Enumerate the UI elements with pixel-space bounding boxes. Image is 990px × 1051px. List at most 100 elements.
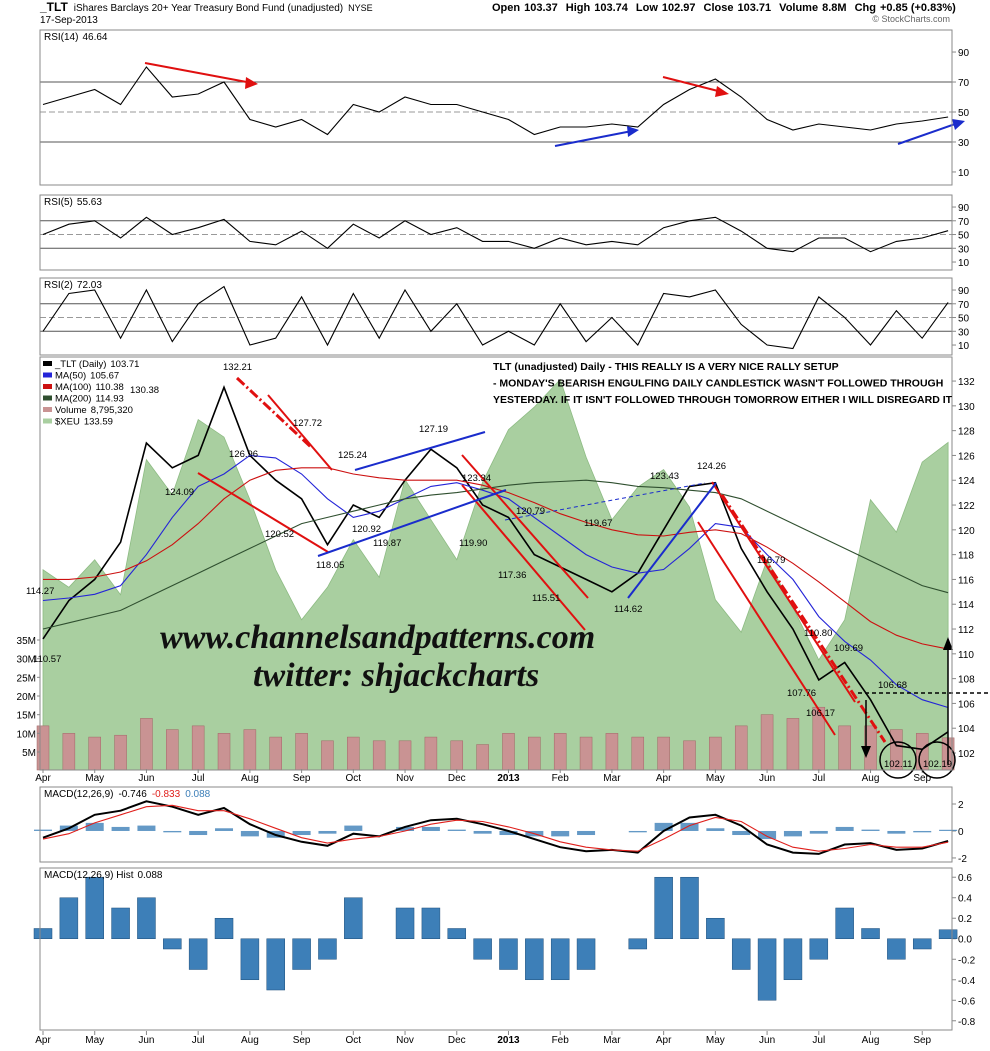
panel-frame <box>39 786 953 863</box>
date: 17-Sep-2013 <box>40 15 98 26</box>
legend-value: -0.833 <box>152 789 181 800</box>
y-tick-label: 106 <box>958 699 975 710</box>
x-tick-label: May <box>85 773 104 784</box>
histogram-bar <box>34 829 52 831</box>
y-tick-label: 90 <box>958 48 970 59</box>
price-label: 124.26 <box>697 461 726 472</box>
histogram-bar <box>912 938 932 950</box>
y-tick-label: -0.2 <box>958 955 976 966</box>
volume-bar <box>734 725 748 771</box>
volume-bar <box>502 733 515 771</box>
x-tick-label: Jun <box>759 773 775 784</box>
price-label: 109.69 <box>834 643 863 654</box>
volume-bar <box>191 725 205 771</box>
price-label: 102.11 <box>884 759 912 770</box>
price-label: 116.79 <box>757 555 785 566</box>
histogram-bar <box>33 928 53 939</box>
histogram-bar <box>473 830 492 834</box>
volume-tick-label: 20M <box>17 692 36 703</box>
volume-bar <box>424 736 438 771</box>
x-tick-label: May <box>706 773 725 784</box>
y-tick-label: 90 <box>958 203 970 214</box>
y-tick-label: 2 <box>958 800 964 811</box>
histogram-bar <box>214 917 234 939</box>
y-tick-label: 120 <box>958 526 975 537</box>
indicator-line <box>42 285 949 350</box>
y-tick-label: -0.8 <box>958 1017 976 1028</box>
volume-bar <box>217 733 231 771</box>
histogram-bar <box>396 826 415 831</box>
histogram-bar <box>576 938 596 970</box>
x-tick-label: May <box>706 1035 725 1046</box>
y-tick-label: 102 <box>958 749 975 760</box>
histogram-bar <box>188 938 208 970</box>
histogram-bar <box>344 897 363 939</box>
price-label: 127.72 <box>293 418 322 429</box>
fund-name: iShares Barclays 20+ Year Treasury Bond … <box>74 3 343 14</box>
volume-bar <box>450 740 464 771</box>
price-label: 120.92 <box>352 524 381 535</box>
volume-tick-label: 15M <box>17 711 36 722</box>
x-tick-label: Jun <box>138 1035 154 1046</box>
x-tick-label: Oct <box>346 1035 362 1046</box>
channel-line <box>317 489 507 557</box>
legend-value: 114.93 <box>95 394 123 405</box>
y-tick-label: 118 <box>958 551 974 562</box>
volume-bar <box>140 718 153 771</box>
legend-value: 55.63 <box>77 197 102 208</box>
price-label: 114.62 <box>614 604 642 615</box>
histogram-bar <box>59 897 79 939</box>
y-tick-label: 116 <box>958 575 974 586</box>
histogram-bar <box>731 938 751 970</box>
y-tick-label: 10 <box>958 341 970 352</box>
y-tick-label: 104 <box>958 724 975 735</box>
legend-swatch <box>43 395 52 401</box>
quote-value: 103.37 <box>524 2 558 14</box>
x-tick-label: 2013 <box>497 773 520 784</box>
y-tick-label: 0.2 <box>958 914 972 925</box>
y-tick-label: 10 <box>958 258 970 269</box>
y-tick-label: 90 <box>958 286 970 297</box>
legend-value: 105.67 <box>90 371 119 382</box>
histogram-bar <box>447 829 466 831</box>
legend-name: _TLT (Daily) <box>54 359 106 370</box>
price-label: 132.21 <box>223 362 252 373</box>
x-tick-label: Sep <box>913 773 931 784</box>
copyright: © StockCharts.com <box>872 14 950 24</box>
x-tick-label: Feb <box>552 1035 570 1046</box>
legend-name: RSI(14) <box>44 32 78 43</box>
legend-swatch <box>43 361 52 366</box>
legend-value: 0.088 <box>137 870 162 881</box>
quote-label: Chg <box>855 2 876 14</box>
x-tick-label: Apr <box>35 1035 51 1046</box>
histogram-bar <box>85 876 104 939</box>
y-tick-label: 122 <box>958 501 975 512</box>
volume-bar <box>838 725 851 771</box>
x-tick-label: Oct <box>346 773 362 784</box>
quote-label: Close <box>704 2 734 14</box>
histogram-bar <box>189 830 208 836</box>
x-tick-label: Apr <box>35 773 51 784</box>
channel-line <box>267 394 333 471</box>
y-tick-label: 0.4 <box>958 894 972 905</box>
histogram-bar <box>628 830 647 833</box>
y-tick-label: 50 <box>958 108 970 119</box>
x-tick-label: Jul <box>192 773 205 784</box>
histogram-bar <box>163 938 182 950</box>
x-tick-label: May <box>85 1035 104 1046</box>
arrow-head <box>245 77 258 89</box>
volume-bar <box>295 733 308 771</box>
x-tick-label: Apr <box>656 773 672 784</box>
x-tick-label: Feb <box>552 773 570 784</box>
histogram-bar <box>266 938 285 991</box>
symbol: _TLT <box>39 0 68 14</box>
histogram-bar <box>421 826 440 831</box>
moving-average <box>43 467 949 650</box>
legend-value: 46.64 <box>82 32 107 43</box>
histogram-bar <box>706 828 725 831</box>
channel-line <box>197 472 329 553</box>
histogram-bar <box>85 822 104 831</box>
histogram-bar <box>163 830 182 833</box>
x-tick-label: Dec <box>448 773 466 784</box>
